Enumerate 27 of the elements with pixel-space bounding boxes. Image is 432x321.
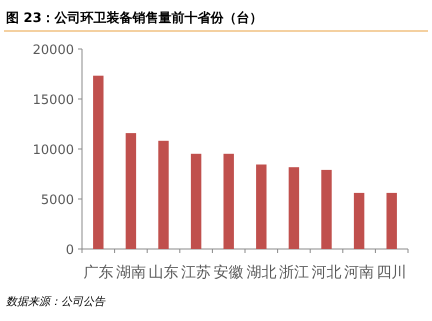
bar <box>190 154 202 249</box>
bar <box>158 140 169 249</box>
y-tick-label: 20000 <box>32 43 74 58</box>
source-note: 数据来源：公司公告 <box>6 295 106 308</box>
bar <box>288 167 300 249</box>
y-tick-label: 15000 <box>32 93 74 108</box>
bar <box>321 170 332 249</box>
x-tick-label: 江苏 <box>181 263 212 281</box>
bar <box>386 192 397 249</box>
bar <box>223 154 234 249</box>
y-tick-label: 0 <box>66 243 74 258</box>
bar <box>93 76 104 249</box>
bar <box>256 164 267 249</box>
bar <box>126 133 136 249</box>
x-tick-label: 山东 <box>148 263 178 281</box>
x-tick-label: 湖北 <box>246 263 276 281</box>
y-tick-label: 5000 <box>40 193 74 208</box>
x-tick-label: 湖南 <box>116 263 146 281</box>
y-tick-label: 10000 <box>32 143 74 158</box>
chart-title: 图 23：公司环卫装备销售量前十省份（台） <box>6 10 263 26</box>
x-tick-label: 四川 <box>376 263 407 281</box>
x-tick-label: 河南 <box>344 263 374 281</box>
x-tick-label: 河北 <box>312 263 342 281</box>
x-tick-label: 安徽 <box>214 263 244 281</box>
bar <box>354 192 364 249</box>
x-tick-label: 浙江 <box>278 263 309 281</box>
x-tick-label: 广东 <box>83 263 114 281</box>
